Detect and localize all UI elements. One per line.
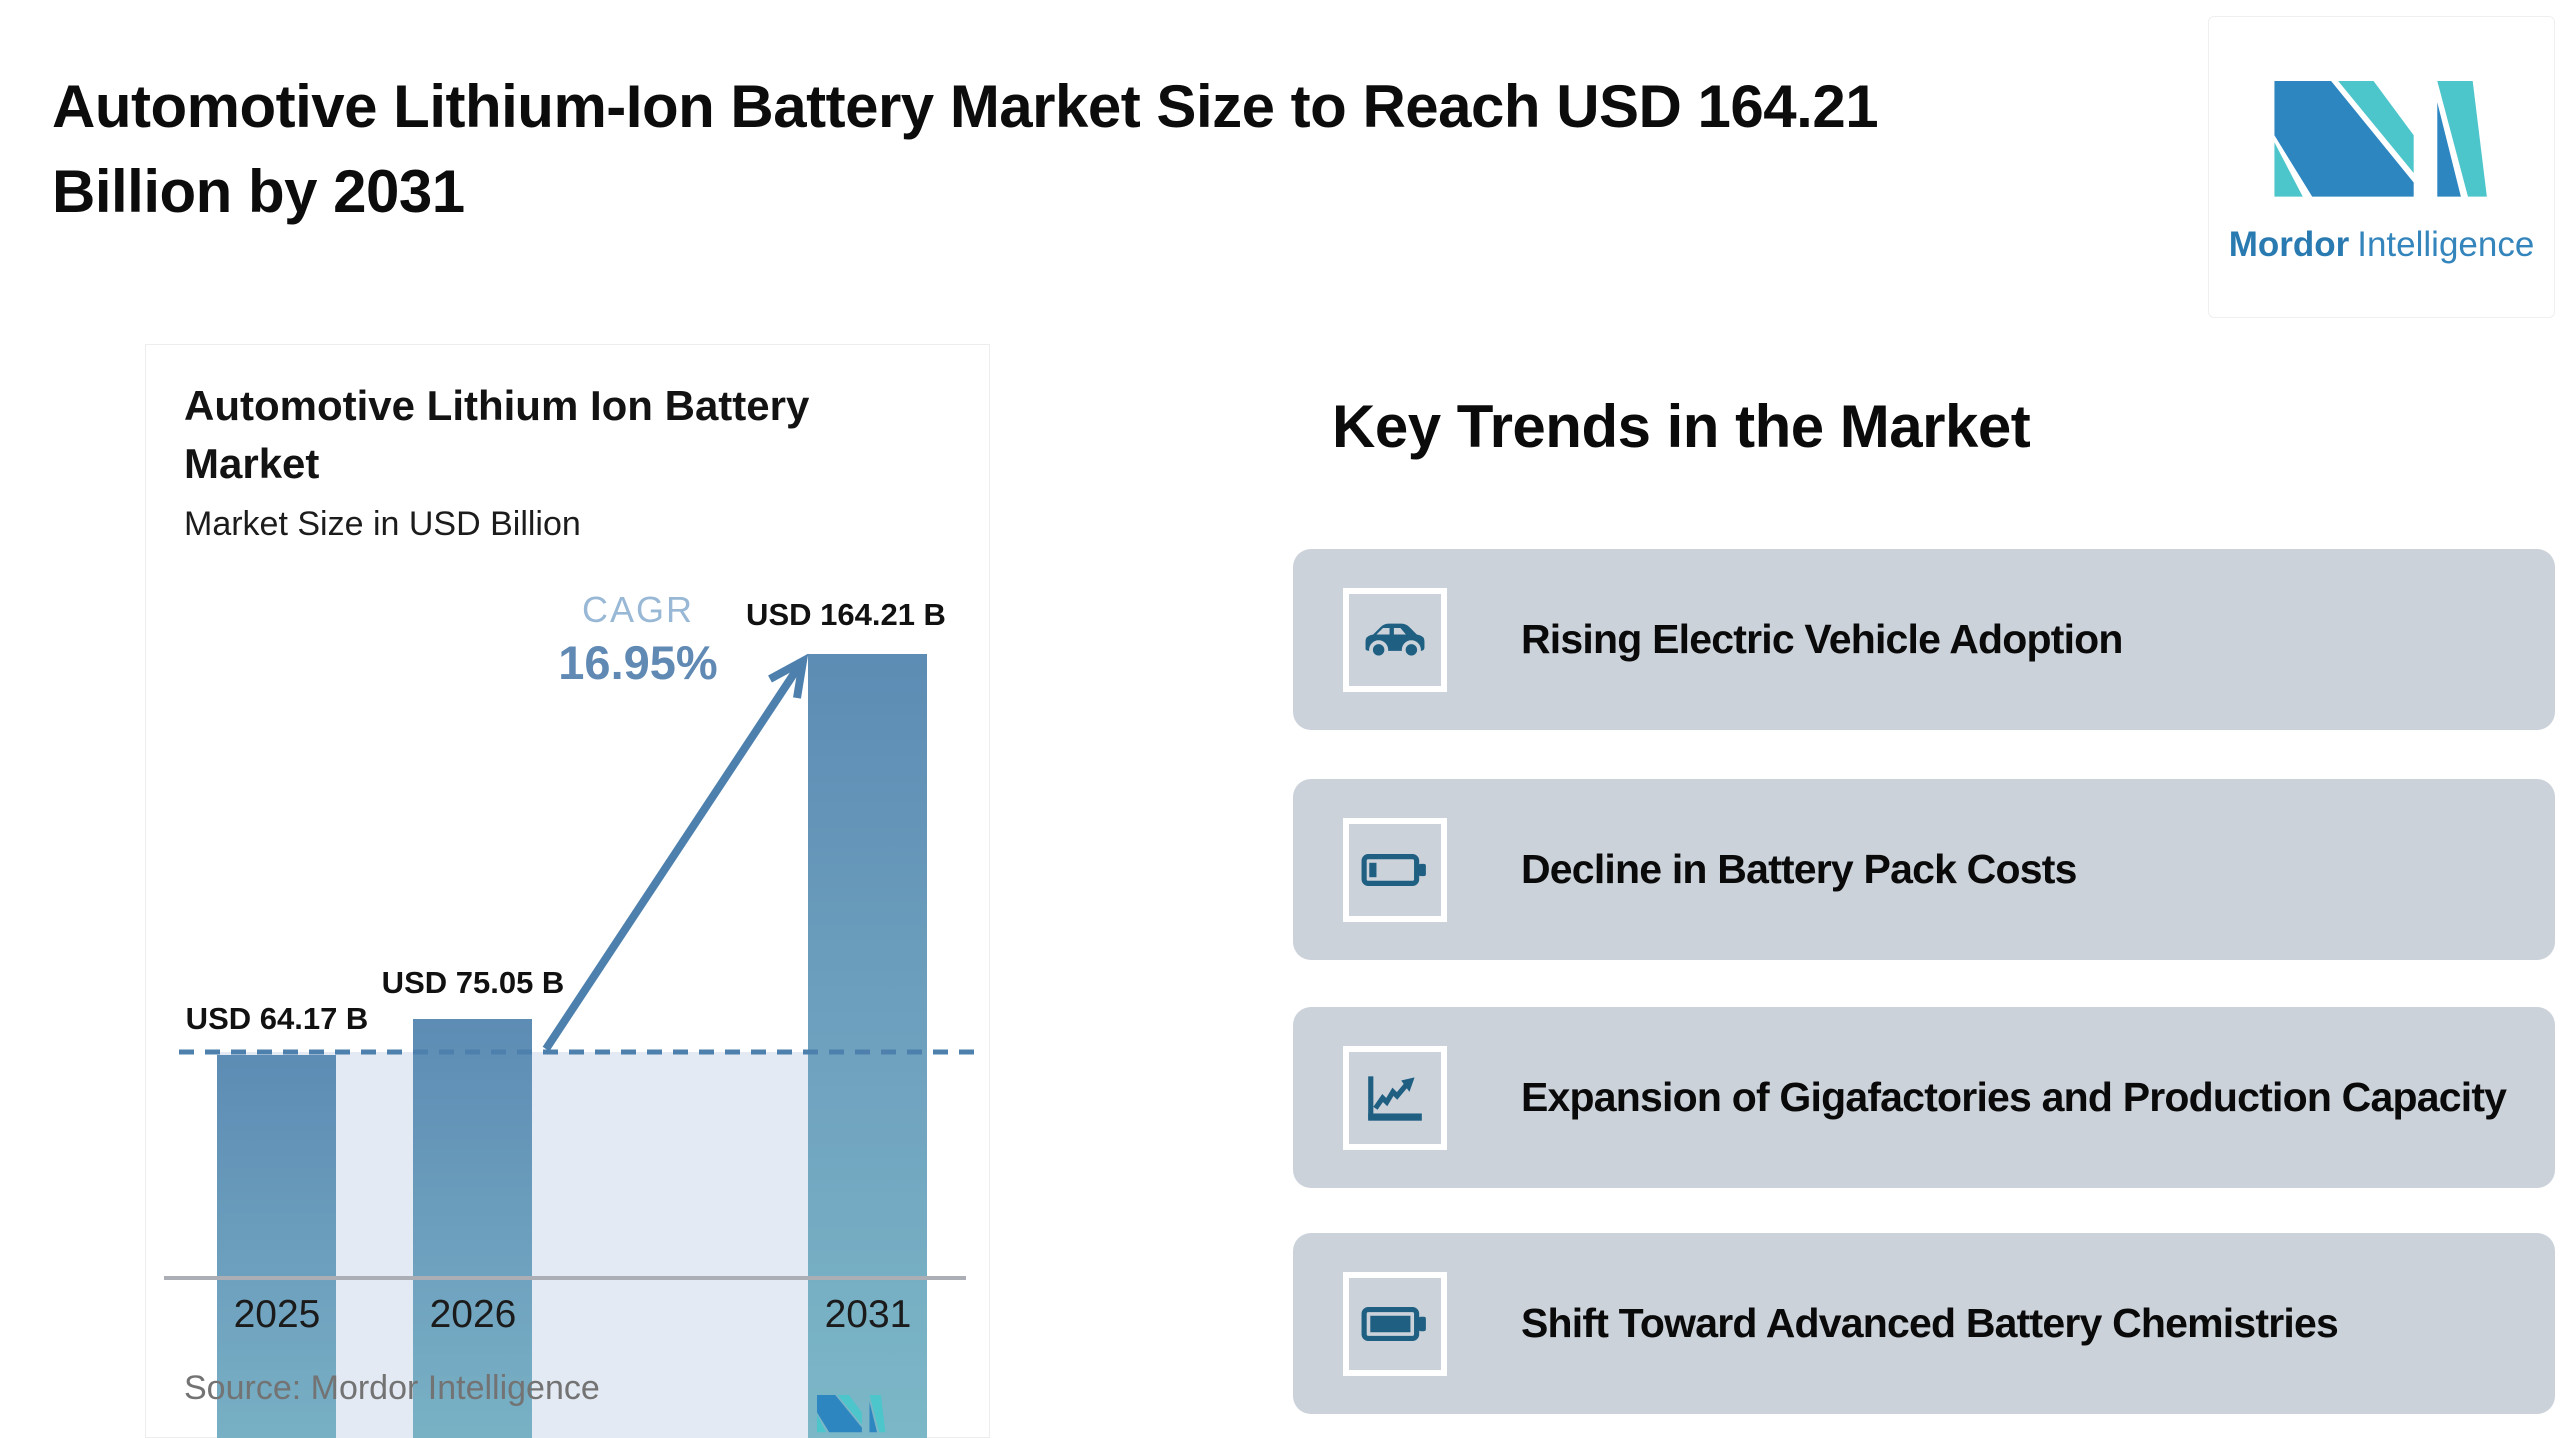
trend-card-battery-costs: Decline in Battery Pack Costs [1293,779,2555,960]
cagr-value: 16.95% [558,636,718,689]
cagr-annotation: CAGR 16.95% [558,589,717,690]
growth-arrow-head [768,653,809,699]
trend-card-battery-chemistries: Shift Toward Advanced Battery Chemistrie… [1293,1233,2555,1414]
x-tick-2031: 2031 [824,1293,912,1336]
key-trends-heading: Key Trends in the Market [1332,393,2031,460]
x-axis-line [164,1276,966,1280]
trend-icon-box [1343,1045,1447,1150]
growth-arrow-shaft [542,660,805,1052]
mordor-intelligence-logo-icon [2274,81,2487,197]
x-tick-2026: 2026 [429,1293,517,1336]
bar-2025 [217,1055,336,1438]
bar-value-2025: USD 64.17 B [185,1001,369,1036]
cagr-label: CAGR [581,589,694,630]
trend-label: Shift Toward Advanced Battery Chemistrie… [1521,1300,2339,1346]
x-tick-2025: 2025 [233,1293,321,1336]
trend-card-gigafactories: Expansion of Gigafactories and Productio… [1293,1007,2555,1188]
brand-name-bold: Mordor [2228,225,2350,264]
trend-label: Expansion of Gigafactories and Productio… [1521,1074,2507,1120]
market-chart-card: Automotive Lithium Ion Battery Market Ma… [145,344,990,1438]
brand-card: Mordor Intelligence [2208,16,2555,318]
trend-icon-box [1343,1271,1447,1376]
battery-low-icon [1361,853,1426,886]
car-icon [1365,623,1425,659]
chart-title: Automotive Lithium Ion Battery Market [184,382,810,487]
brand-name-light: Intelligence [2357,225,2535,264]
page-title: Automotive Lithium-Ion Battery Market Si… [52,64,2152,234]
source-attribution: Source: Mordor Intelligence [184,1369,600,1407]
trend-icon-box [1343,817,1447,922]
bar-2031 [808,654,927,1438]
growth-chart-icon [1368,1075,1422,1121]
trend-label: Decline in Battery Pack Costs [1521,846,2077,892]
chart-subtitle: Market Size in USD Billion [184,505,581,543]
brand-name: Mordor Intelligence [2209,225,2554,265]
trend-icon-box [1343,587,1447,692]
page-title-line2: Billion by 2031 [52,158,465,226]
battery-full-icon [1361,1306,1426,1341]
bar-value-2026: USD 75.05 B [381,965,565,1000]
trend-label: Rising Electric Vehicle Adoption [1521,616,2123,662]
mordor-logo-small-icon [817,1395,886,1433]
bar-2026 [413,1019,532,1438]
bar-value-2031: USD 164.21 B [746,597,946,632]
page-title-line1: Automotive Lithium-Ion Battery Market Si… [52,73,1879,140]
trend-card-ev-adoption: Rising Electric Vehicle Adoption [1293,549,2555,730]
